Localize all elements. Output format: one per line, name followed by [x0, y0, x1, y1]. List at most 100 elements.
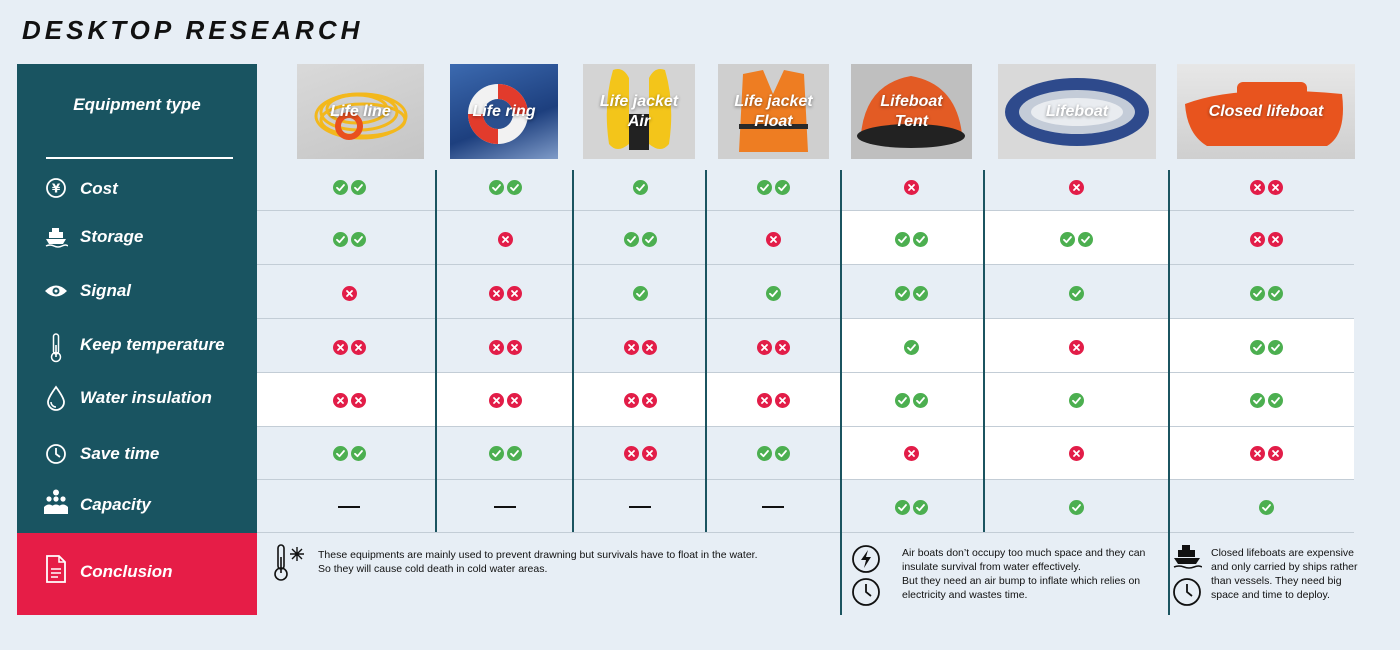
note-personal-equipment: These equipments are mainly used to prev…	[318, 549, 758, 575]
cross-icon	[623, 445, 639, 461]
page-title: DESKTOP RESEARCH	[22, 15, 364, 45]
cross-icon	[903, 445, 919, 461]
check-icon	[765, 285, 781, 301]
check-icon	[894, 231, 910, 247]
cross-icon	[774, 339, 790, 355]
rating-cell	[881, 390, 941, 410]
equipment-name: Life ring	[472, 102, 536, 120]
check-icon	[1077, 231, 1093, 247]
criterion-cost: Cost	[80, 179, 118, 198]
rating-cell	[319, 177, 379, 197]
column-divider	[705, 170, 707, 532]
rating-cell	[743, 177, 803, 197]
cross-icon	[506, 285, 522, 301]
rating-cell	[1046, 283, 1106, 303]
lifeboat-tent-photo: Lifeboat Tent	[851, 64, 972, 159]
ship-icon	[44, 225, 68, 249]
rating-cell	[1236, 443, 1296, 463]
rating-cell	[1046, 229, 1106, 249]
rating-cell	[475, 229, 535, 249]
thermometer-icon	[44, 333, 68, 363]
row-highlight	[257, 373, 1354, 426]
cross-icon	[641, 392, 657, 408]
cross-icon	[756, 339, 772, 355]
rating-cell	[743, 497, 803, 517]
rating-cell	[610, 229, 670, 249]
rating-cell	[881, 229, 941, 249]
not-applicable-dash	[338, 506, 360, 508]
cross-icon	[623, 392, 639, 408]
check-icon	[1267, 285, 1283, 301]
not-applicable-dash	[629, 506, 651, 508]
cross-icon	[1249, 231, 1265, 247]
cross-icon	[341, 285, 357, 301]
column-divider	[572, 170, 574, 532]
rating-cell	[475, 177, 535, 197]
check-icon	[350, 445, 366, 461]
cross-icon	[488, 285, 504, 301]
lightning-icon	[851, 544, 881, 579]
rating-cell	[319, 443, 379, 463]
check-icon	[894, 392, 910, 408]
rating-cell	[881, 177, 941, 197]
check-icon	[632, 285, 648, 301]
criterion-capacity: Capacity	[80, 495, 151, 514]
check-icon	[488, 445, 504, 461]
check-icon	[488, 179, 504, 195]
rating-cell	[610, 497, 670, 517]
cross-icon	[332, 339, 348, 355]
check-icon	[912, 285, 928, 301]
check-icon	[506, 445, 522, 461]
equipment-name: Life line	[330, 102, 391, 120]
check-icon	[350, 179, 366, 195]
check-icon	[1249, 339, 1265, 355]
clock-icon	[44, 442, 68, 466]
clock-icon	[1172, 577, 1202, 612]
cross-icon	[350, 392, 366, 408]
rating-cell	[610, 443, 670, 463]
air-life-jacket-photo: Life jacket Air	[583, 64, 695, 159]
thermometer-snowflake-icon	[273, 543, 309, 588]
rating-cell	[1236, 177, 1296, 197]
rating-cell	[319, 390, 379, 410]
rating-cell	[475, 443, 535, 463]
rating-cell	[881, 497, 941, 517]
life-line-photo: Life line	[297, 64, 424, 159]
equipment-name: Lifeboat Tent	[880, 92, 943, 130]
cross-icon	[641, 339, 657, 355]
cross-icon	[774, 392, 790, 408]
criterion-storage: Storage	[80, 227, 144, 246]
criterion-keep-temperature: Keep temperature	[80, 335, 225, 354]
rating-cell	[881, 337, 941, 357]
rating-cell	[743, 229, 803, 249]
cross-icon	[623, 339, 639, 355]
check-icon	[1068, 285, 1084, 301]
check-icon	[912, 231, 928, 247]
rating-cell	[610, 337, 670, 357]
row-divider	[257, 372, 1354, 373]
life-ring-photo: Life ring	[450, 64, 558, 159]
rating-cell	[743, 283, 803, 303]
check-icon	[894, 499, 910, 515]
check-icon	[894, 285, 910, 301]
note-air-boats: Air boats don’t occupy too much space an…	[902, 547, 1146, 601]
svg-text:¥: ¥	[52, 182, 61, 196]
rating-cell	[881, 283, 941, 303]
rating-cell	[1236, 229, 1296, 249]
cross-icon	[1267, 445, 1283, 461]
check-icon	[1267, 392, 1283, 408]
row-divider	[257, 264, 1354, 265]
row-divider	[257, 210, 1354, 211]
eye-icon	[44, 279, 68, 303]
check-icon	[774, 445, 790, 461]
rating-cell	[881, 443, 941, 463]
rating-cell	[743, 337, 803, 357]
rating-cell	[1046, 497, 1106, 517]
cross-icon	[506, 392, 522, 408]
note-closed-lifeboats: Closed lifeboats are expensive and only …	[1211, 547, 1358, 601]
cross-icon	[488, 339, 504, 355]
people-icon	[42, 489, 70, 514]
rating-cell	[610, 283, 670, 303]
check-icon	[774, 179, 790, 195]
check-icon	[912, 392, 928, 408]
